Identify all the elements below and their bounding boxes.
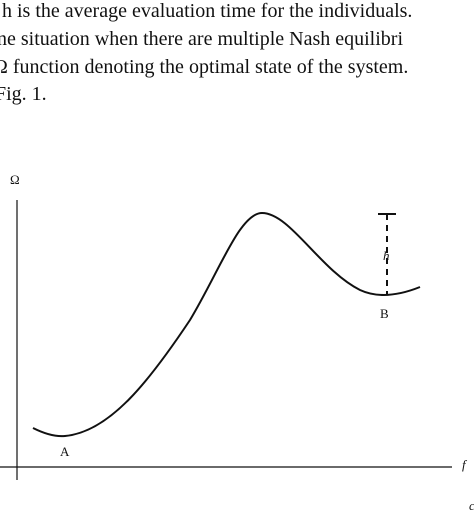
curve bbox=[32, 211, 421, 438]
text-line: Fig. 1. bbox=[0, 83, 47, 105]
text-line: h is the average evaluation time for the… bbox=[2, 0, 412, 22]
x-axis-label: f bbox=[462, 457, 468, 472]
point-label: B bbox=[380, 306, 389, 321]
text-line: ne situation when there are multiple Nas… bbox=[0, 28, 403, 50]
x-axis-subscript: c bbox=[469, 498, 474, 513]
point-label: A bbox=[60, 444, 70, 459]
y-axis-label: Ω bbox=[10, 172, 20, 187]
text-line: Ω function denoting the optimal state of… bbox=[0, 56, 408, 78]
figure: Ω h A B f c bbox=[0, 172, 474, 513]
height-label: h bbox=[383, 248, 390, 263]
